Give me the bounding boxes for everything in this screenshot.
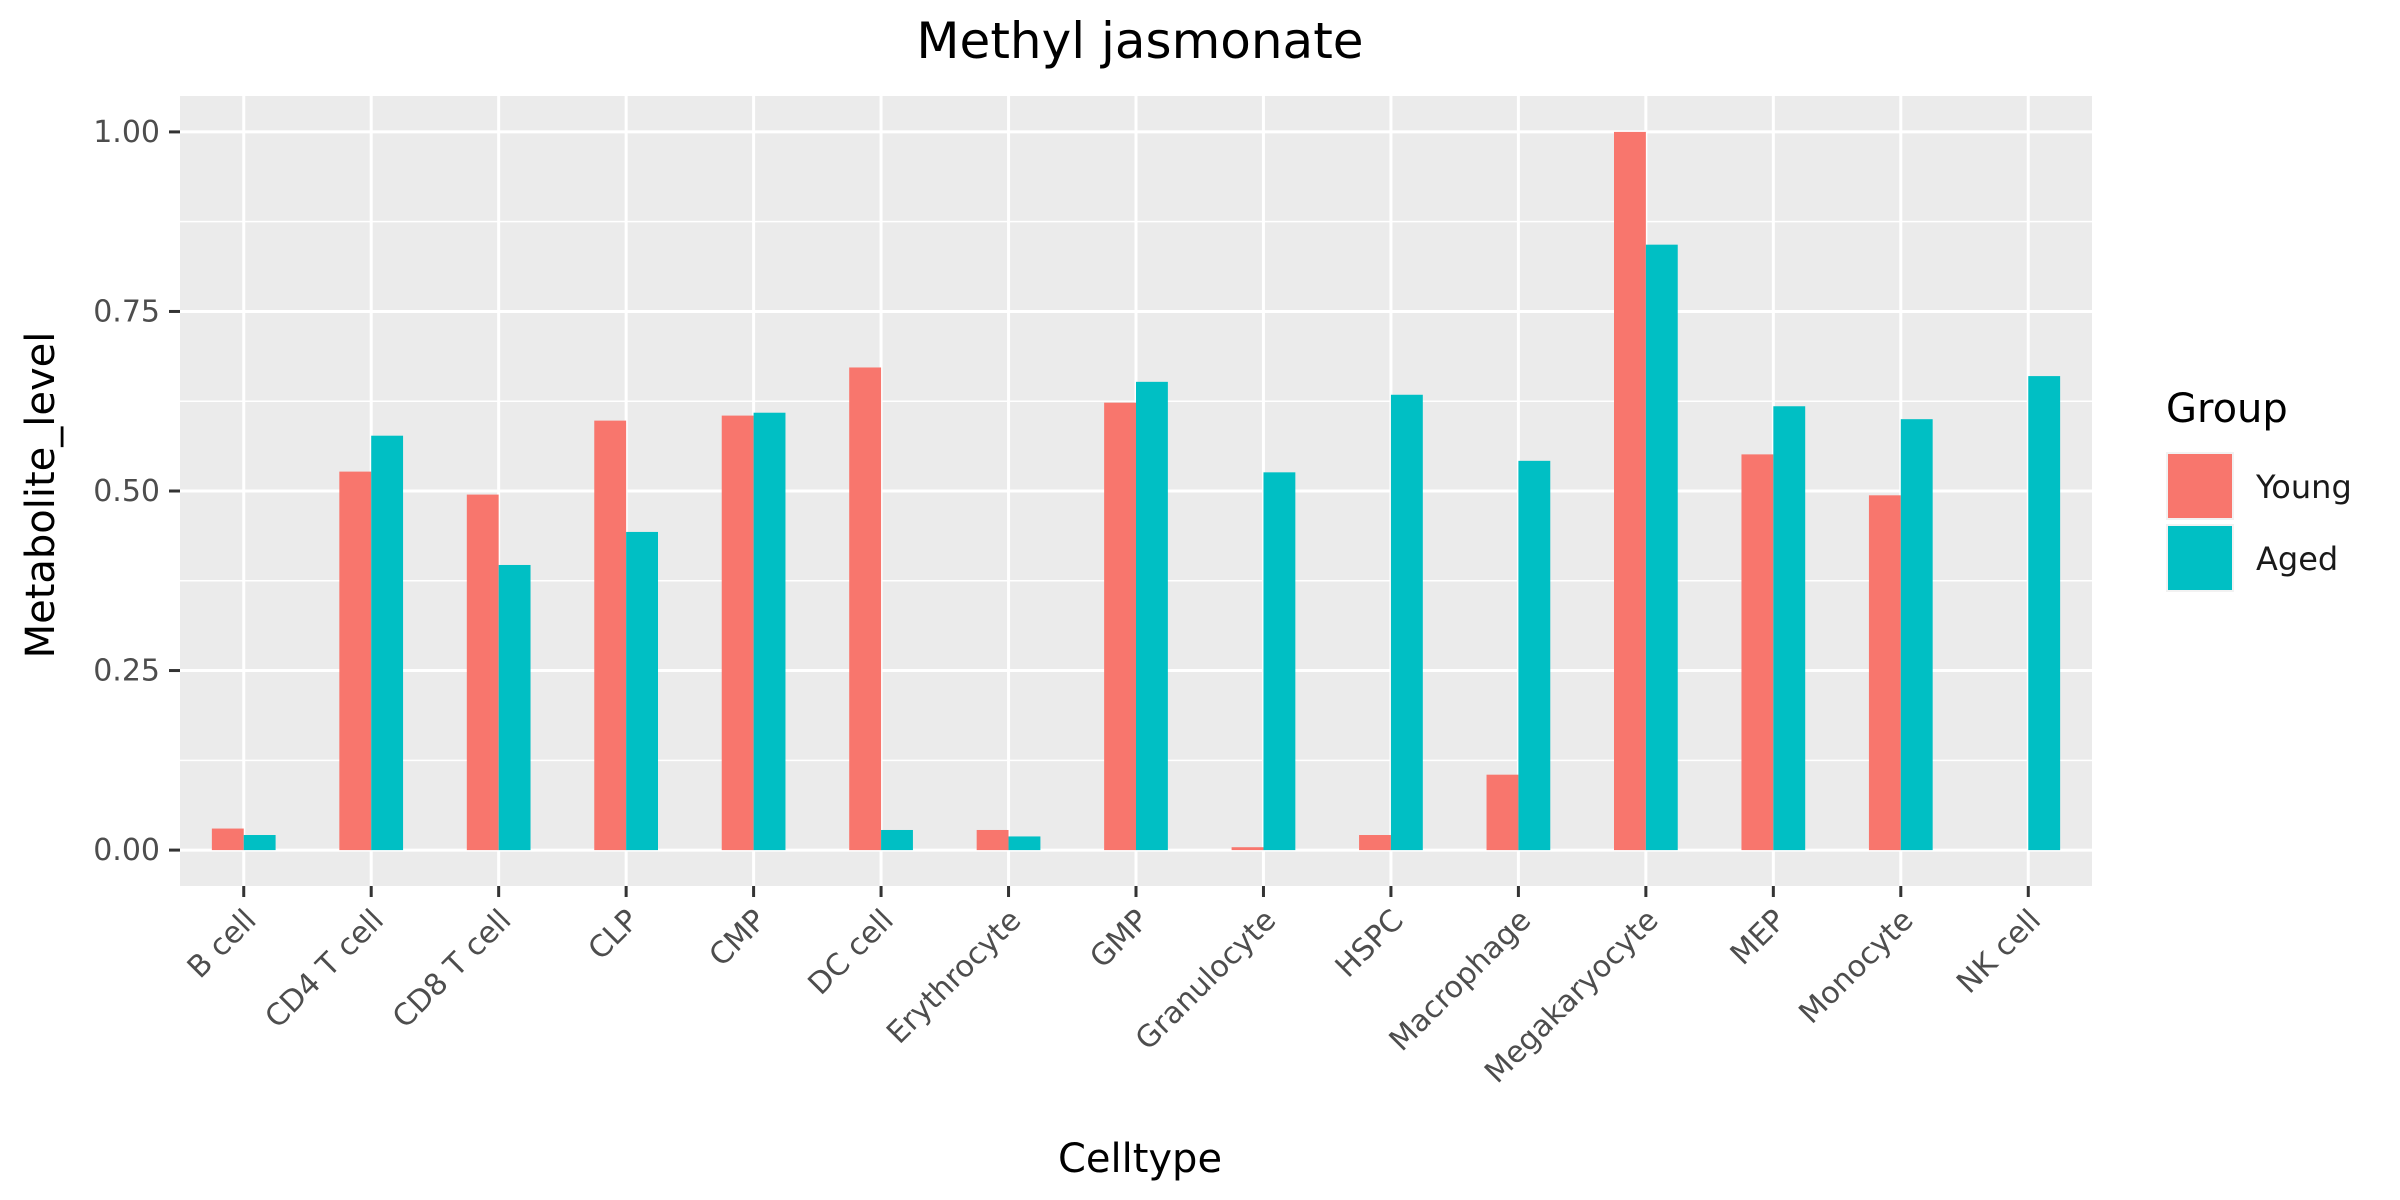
bar-aged-clp [626,531,658,851]
legend-title: Group [2166,386,2288,432]
x-axis-title: Celltype [1058,1136,1222,1182]
x-tick-label: B cell [181,903,264,986]
x-tick-label: CLP [582,903,646,967]
bar-young-cd8-t-cell [466,494,499,851]
bars [211,131,2061,851]
y-axis-title: Metabolite_level [18,332,64,659]
y-axis: 0.00 0.25 0.50 0.75 1.00 [93,115,180,868]
bar-young-b-cell [211,828,244,851]
bar-aged-cd8-t-cell [498,564,531,851]
y-tick-label: 0.25 [93,654,160,689]
y-tick-label: 1.00 [93,115,160,150]
bar-aged-hspc [1390,394,1423,851]
legend-label-aged: Aged [2256,540,2338,578]
legend-swatch-aged [2168,526,2232,590]
x-tick-label: DC cell [802,903,901,1002]
bar-young-mep [1741,454,1774,851]
bar-young-cd4-t-cell [339,471,372,851]
bar-aged-b-cell [243,835,276,851]
bar-aged-granulocyte [1263,472,1296,851]
bar-aged-mep [1773,406,1806,851]
x-tick-label: CD4 T cell [259,903,391,1035]
bar-aged-cd4-t-cell [371,435,404,851]
bar-young-cmp [721,415,754,851]
bar-young-gmp [1104,402,1136,851]
y-tick-label: 0.50 [93,474,160,509]
x-tick-label: MEP [1724,903,1793,972]
x-tick-label: Monocyte [1792,903,1920,1031]
x-tick-label: GMP [1083,903,1155,975]
legend-swatch-young [2168,454,2232,518]
legend-label-young: Young [2255,468,2352,506]
bar-young-hspc [1359,835,1391,851]
bar-aged-macrophage [1518,460,1551,851]
bar-aged-gmp [1136,381,1168,851]
chart-title: Methyl jasmonate [916,12,1363,70]
bar-young-clp [594,420,627,851]
y-tick-label: 0.75 [93,294,160,329]
bar-young-monocyte [1868,495,1901,851]
bar-young-erythrocyte [976,829,1009,851]
x-tick-label: CD8 T cell [386,903,518,1035]
x-tick-label: Erythrocyte [880,903,1028,1051]
bar-young-macrophage [1486,774,1519,851]
legend: Group Young Aged [2166,386,2352,592]
bar-aged-monocyte [1900,419,1933,851]
bar-aged-cmp [753,412,786,851]
x-tick-label: HSPC [1329,903,1411,985]
bar-aged-nk-cell [2028,376,2061,851]
bar-aged-dc-cell [881,829,913,851]
bar-aged-erythrocyte [1008,836,1041,851]
bar-young-granulocyte [1231,847,1264,851]
bar-young-megakaryocyte [1614,131,1646,851]
x-tick-label: CMP [703,903,774,974]
y-tick-label: 0.00 [93,833,160,868]
bar-young-dc-cell [849,367,882,851]
x-tick-label: NK cell [1950,903,2048,1001]
bar-aged-megakaryocyte [1645,244,1678,851]
